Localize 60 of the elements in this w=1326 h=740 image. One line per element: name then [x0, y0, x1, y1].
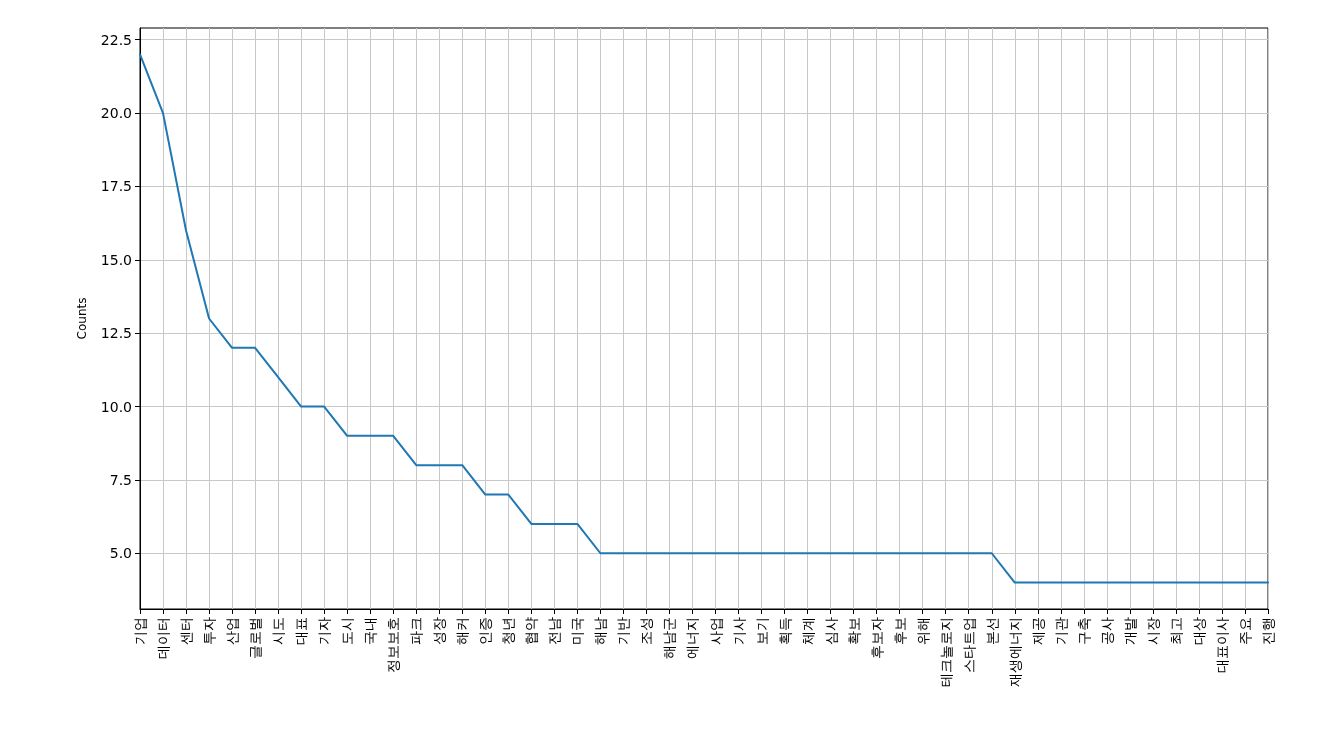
x-tick-label: 구축	[1075, 617, 1092, 645]
x-tick-label: 테크놀로지	[937, 617, 954, 687]
x-tick-label: 해남군	[661, 617, 678, 659]
x-tick-label: 데이터	[155, 617, 172, 659]
x-tick-label: 조성	[638, 617, 655, 645]
y-axis-title: Counts	[75, 297, 89, 340]
x-tick-label: 개발	[1121, 617, 1138, 645]
x-tick-label: 해커	[454, 617, 471, 645]
y-tick-label: 10.0	[100, 398, 132, 415]
x-tick-label: 후보자	[868, 617, 885, 659]
x-tick-label: 기사	[730, 617, 747, 645]
x-tick-label: 대표	[293, 617, 310, 645]
x-tick-label: 진행	[1260, 617, 1276, 645]
x-tick-label: 정보보호	[385, 617, 402, 673]
x-tick-label: 대상	[1190, 617, 1207, 645]
x-tick-label: 청년	[500, 617, 517, 645]
x-tick-label: 본선	[983, 617, 1000, 645]
x-tick-label: 제공	[1029, 617, 1046, 645]
x-tick-label: 인증	[477, 617, 494, 645]
x-tick-label: 대표이사	[1213, 617, 1230, 673]
x-tick-label: 후보	[891, 617, 908, 645]
y-tick-label: 22.5	[100, 31, 132, 48]
x-tick-label: 위해	[914, 617, 931, 645]
x-tick-label: 확보	[845, 617, 862, 645]
x-tick-label: 체계	[799, 617, 816, 645]
y-tick-label: 5.0	[109, 545, 132, 562]
x-tick-label: 사업	[707, 617, 724, 645]
x-tick-label: 획득	[776, 617, 793, 645]
x-tick-label: 글로벌	[247, 617, 264, 659]
x-tick-label: 시도	[270, 617, 287, 645]
x-tick-label: 기업	[132, 617, 148, 645]
x-tick-label: 시장	[1144, 617, 1161, 645]
x-tick-label: 공사	[1098, 617, 1115, 645]
x-tick-label: 센터	[178, 617, 195, 645]
x-tick-label: 기자	[316, 617, 333, 645]
x-tick-label: 심사	[822, 617, 839, 645]
x-tick-label: 파크	[408, 617, 425, 645]
x-tick-label: 투자	[201, 617, 218, 645]
x-tick-label: 보기	[753, 617, 770, 645]
x-tick-label: 재생에너지	[1006, 617, 1023, 687]
x-tick-label: 미국	[569, 617, 586, 645]
x-tick-label: 최고	[1167, 617, 1184, 645]
x-tick-label: 도시	[339, 617, 356, 645]
x-tick-label: 국내	[362, 617, 379, 645]
line-series	[139, 53, 1269, 584]
y-tick-label: 7.5	[109, 471, 132, 488]
y-tick-label: 20.0	[100, 105, 132, 122]
x-tick-label: 기관	[1052, 617, 1069, 645]
x-tick-label: 에너지	[684, 617, 701, 659]
y-tick-label: 15.0	[100, 251, 132, 268]
x-tick-label: 전남	[546, 617, 563, 645]
x-tick-label: 해남	[592, 617, 609, 645]
x-tick-label: 협약	[523, 617, 540, 645]
y-tick-label: 17.5	[100, 178, 132, 195]
x-tick-label: 산업	[224, 617, 241, 645]
x-tick-label: 성장	[431, 617, 448, 645]
y-tick-label: 12.5	[100, 325, 132, 342]
x-tick-label: 스타트업	[960, 617, 977, 673]
x-tick-label: 기반	[615, 617, 632, 645]
x-tick-label: 주요	[1236, 617, 1253, 645]
